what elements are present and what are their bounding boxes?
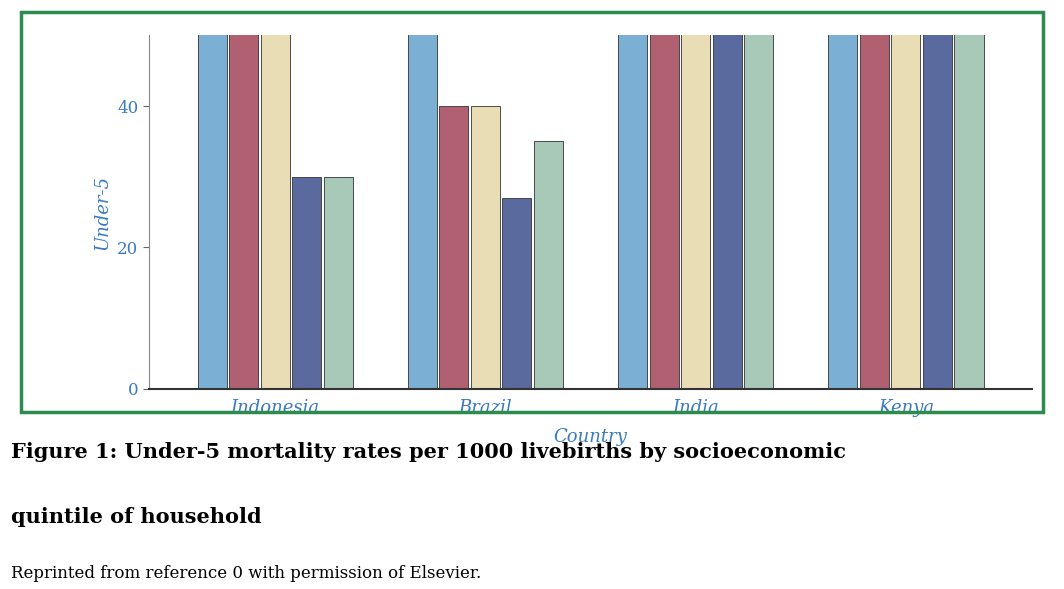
Bar [954, 0, 983, 389]
Bar [502, 198, 531, 389]
Bar [892, 0, 920, 389]
Bar [744, 0, 774, 389]
Bar [618, 0, 647, 389]
Bar [471, 106, 500, 389]
Bar [408, 0, 437, 389]
Bar [198, 0, 227, 389]
Bar [922, 0, 952, 389]
Bar [439, 106, 468, 389]
Text: Figure 1: Under-5 mortality rates per 1000 livebirths by socioeconomic: Figure 1: Under-5 mortality rates per 10… [11, 442, 846, 462]
Bar [681, 0, 710, 389]
Bar [323, 177, 352, 389]
Bar [650, 0, 679, 389]
Bar [713, 0, 742, 389]
Bar [293, 177, 321, 389]
Bar [229, 0, 259, 389]
Bar [534, 141, 563, 389]
Text: quintile of household: quintile of household [11, 507, 262, 527]
X-axis label: Country: Country [553, 428, 628, 446]
Y-axis label: Under-5: Under-5 [94, 174, 112, 250]
Bar [261, 0, 289, 389]
Bar [860, 0, 888, 389]
Bar [829, 0, 858, 389]
Text: Reprinted from reference 0 with permission of Elsevier.: Reprinted from reference 0 with permissi… [11, 565, 481, 583]
